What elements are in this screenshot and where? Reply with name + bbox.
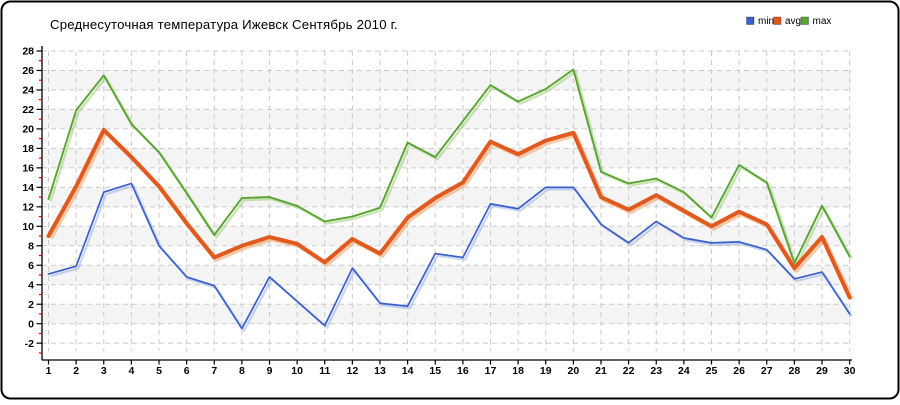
x-tick-label: 8: [239, 365, 245, 377]
x-tick-label: 2: [73, 365, 79, 377]
y-tick-label: 6: [28, 260, 34, 272]
x-tick-label: 13: [374, 365, 386, 377]
legend-label-min: min: [758, 16, 774, 27]
x-tick-label: 28: [789, 365, 801, 377]
x-tick-label: 23: [650, 365, 662, 377]
x-tick-label: 17: [485, 365, 497, 377]
x-tick-label: 6: [184, 365, 190, 377]
y-tick-label: 26: [22, 65, 34, 77]
legend-swatch-avg: [773, 16, 782, 25]
y-tick-label: -2: [25, 338, 34, 350]
x-tick-label: 26: [733, 365, 745, 377]
legend-swatch-min: [746, 16, 755, 25]
stripe-band: [42, 304, 851, 324]
x-tick-label: 16: [457, 365, 469, 377]
y-tick-label: 20: [22, 124, 34, 136]
x-tick-label: 1: [46, 365, 52, 377]
stripe-band: [42, 70, 851, 90]
x-tick-label: 12: [347, 365, 359, 377]
x-tick-label: 25: [706, 365, 718, 377]
stripe-band: [42, 109, 851, 129]
series-lines: [46, 68, 854, 332]
y-tick-label: 16: [22, 162, 34, 174]
stripe-band: [42, 148, 851, 168]
avg-series-line: [46, 127, 852, 300]
chart-title: Среднесуточная температура Ижевск Сентяб…: [50, 17, 398, 32]
y-tick-label: 14: [22, 182, 34, 194]
x-tick-label: 14: [402, 365, 414, 377]
x-tick-label: 21: [595, 365, 607, 377]
min-series-line: [47, 182, 851, 330]
y-tick-label: 24: [22, 85, 34, 97]
x-tick-label: 30: [844, 365, 856, 377]
y-tick-label: 0: [28, 318, 34, 330]
y-tick-label: 22: [22, 104, 34, 116]
y-tick-label: 4: [28, 279, 34, 291]
y-tick-label: 8: [28, 240, 34, 252]
legend-swatch-max: [800, 16, 809, 25]
x-tick-label: 9: [267, 365, 273, 377]
x-tick-label: 4: [128, 365, 134, 377]
y-tick-label: 28: [22, 46, 34, 58]
max-series-line: [47, 68, 851, 265]
x-tick-label: 11: [319, 365, 330, 377]
x-tick-label: 10: [291, 365, 303, 377]
legend-label-max: max: [813, 16, 832, 27]
x-tick-label: 7: [211, 365, 217, 377]
legend: min avg max: [746, 16, 832, 27]
x-tick-label: 29: [816, 365, 828, 377]
x-tick-label: 24: [678, 365, 690, 377]
y-tick-label: 10: [22, 221, 34, 233]
y-tick-label: 2: [28, 299, 34, 311]
x-tick-label: 18: [512, 365, 524, 377]
y-tick-label: 12: [22, 201, 34, 213]
x-tick-label: 19: [540, 365, 552, 377]
x-tick-label: 27: [761, 365, 773, 377]
x-tick-label: 15: [429, 365, 441, 377]
x-tick-label: 3: [101, 365, 107, 377]
legend-label-avg: avg: [785, 16, 801, 27]
x-tick-label: 22: [623, 365, 635, 377]
x-tick-label: 20: [568, 365, 580, 377]
y-tick-label: 18: [22, 143, 34, 155]
x-tick-label: 5: [156, 365, 162, 377]
stripe-band: [42, 265, 851, 285]
plot-stripes: [42, 70, 851, 324]
